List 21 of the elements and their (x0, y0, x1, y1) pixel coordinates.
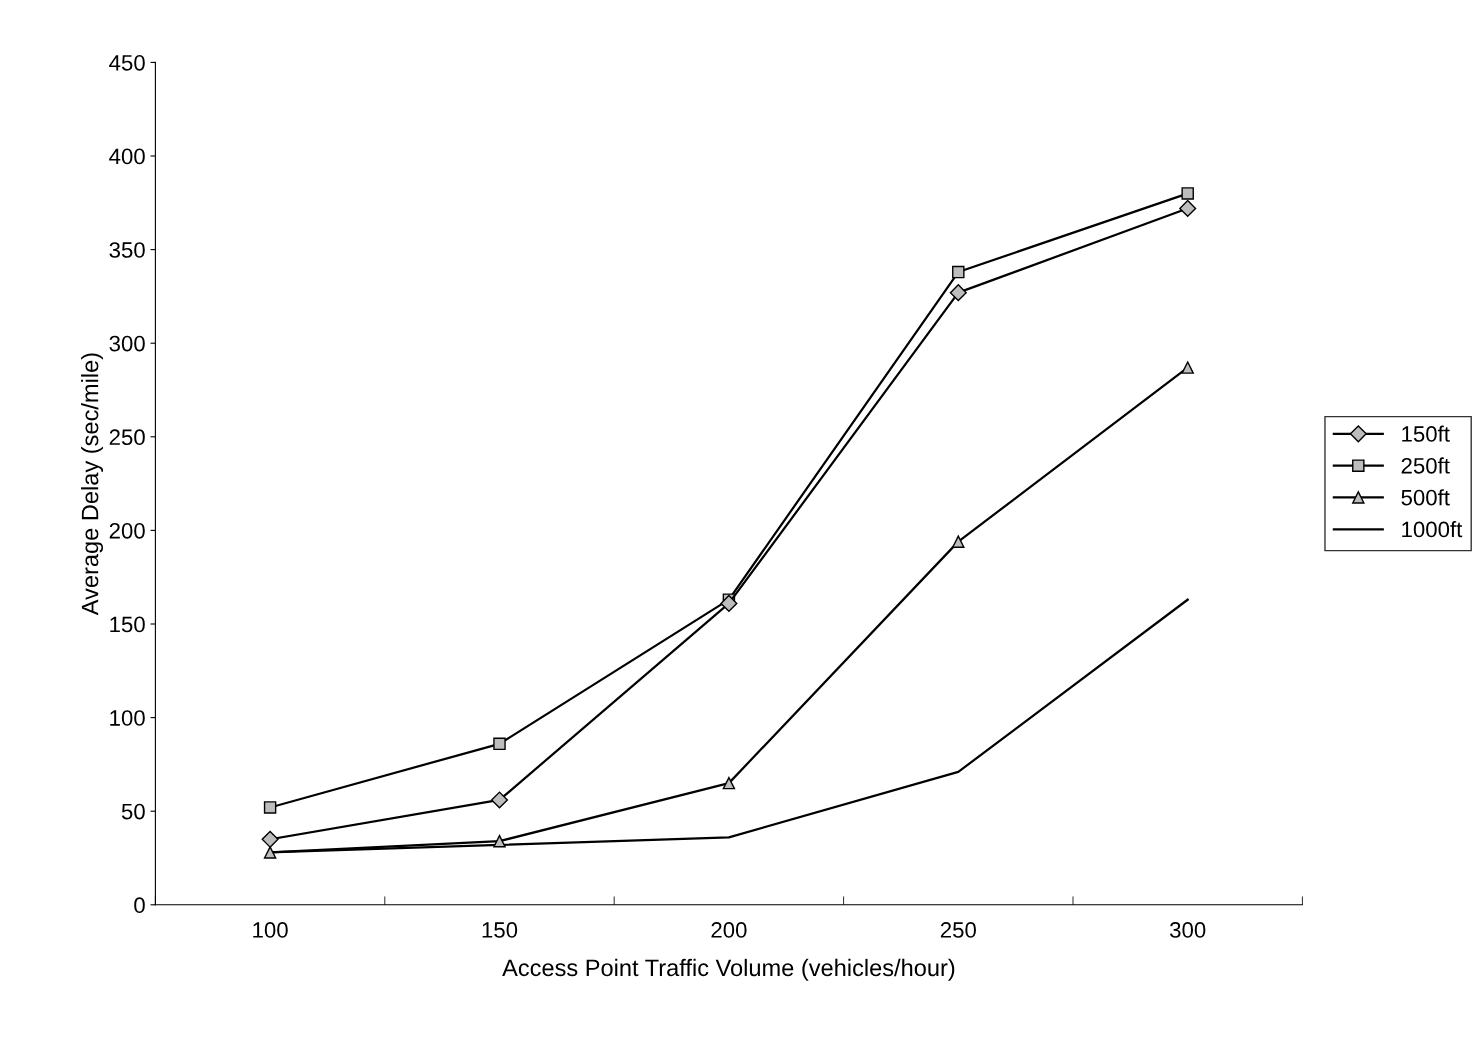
y-tick-label: 400 (109, 148, 145, 165)
legend-label: 250ft (1401, 457, 1450, 474)
x-tick-label: 150 (482, 922, 518, 938)
y-tick-label: 200 (109, 522, 145, 539)
x-tick-label: 200 (711, 922, 747, 938)
y-tick-label: 350 (109, 242, 145, 258)
legend-label: 1000ft (1402, 521, 1463, 538)
x-tick-label: 100 (253, 922, 288, 938)
y-tick-label: 100 (110, 710, 145, 726)
y-tick-label: 50 (121, 803, 145, 820)
legend-label: 500ft (1401, 489, 1450, 506)
x-axis-title: Access Point Traffic Volume (vehicles/hour) (502, 958, 955, 981)
x-tick-label: 250 (940, 922, 976, 938)
legend-label: 150ft (1402, 425, 1450, 442)
y-tick-label: 0 (134, 897, 145, 914)
y-axis-title: Average Delay (sec/mile) (81, 353, 104, 616)
y-tick-label: 300 (109, 335, 145, 352)
x-tick-label: 300 (1170, 922, 1206, 938)
y-tick-label: 250 (109, 429, 145, 446)
y-tick-label: 450 (109, 54, 145, 71)
y-tick-label: 150 (110, 616, 145, 633)
